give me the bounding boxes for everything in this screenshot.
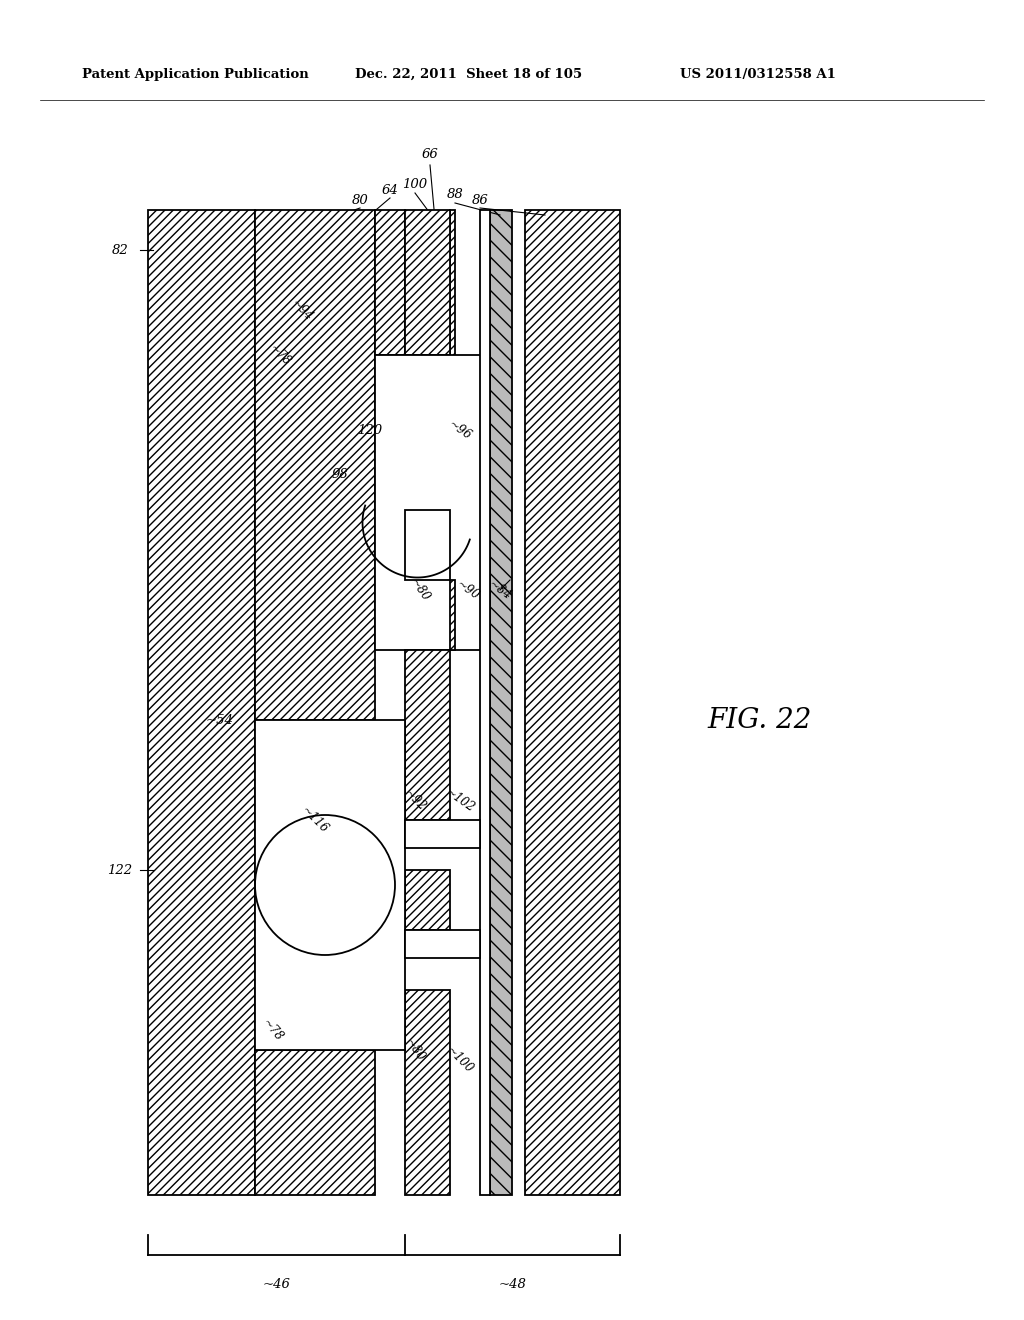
- Text: ~80: ~80: [402, 1036, 427, 1064]
- Bar: [406, 820, 480, 847]
- Bar: [525, 210, 620, 1195]
- Text: ~92: ~92: [401, 787, 428, 813]
- Text: 64: 64: [382, 183, 398, 197]
- Bar: [148, 210, 255, 1195]
- Text: 82: 82: [112, 243, 128, 256]
- Bar: [255, 210, 375, 719]
- Bar: [406, 510, 450, 579]
- Bar: [450, 210, 455, 510]
- Text: ~78: ~78: [259, 1016, 285, 1044]
- Bar: [406, 931, 480, 958]
- Text: ~78: ~78: [266, 342, 294, 368]
- Text: ~116: ~116: [299, 804, 331, 836]
- Text: 100: 100: [402, 178, 428, 191]
- Bar: [490, 210, 512, 1195]
- Text: ~46: ~46: [262, 1279, 291, 1291]
- Bar: [406, 649, 450, 820]
- Text: ~54: ~54: [206, 714, 233, 726]
- Bar: [406, 870, 450, 931]
- Text: ~80: ~80: [408, 576, 432, 605]
- Bar: [406, 990, 450, 1195]
- Bar: [375, 210, 406, 355]
- Bar: [406, 210, 450, 355]
- Text: 88: 88: [446, 189, 464, 202]
- Text: ~48: ~48: [499, 1279, 526, 1291]
- Text: 80: 80: [351, 194, 369, 206]
- Text: ~102: ~102: [443, 785, 477, 814]
- Bar: [375, 355, 490, 649]
- Text: Dec. 22, 2011  Sheet 18 of 105: Dec. 22, 2011 Sheet 18 of 105: [355, 69, 582, 81]
- Text: 66: 66: [422, 149, 438, 161]
- Text: 98: 98: [332, 469, 348, 482]
- Bar: [450, 579, 455, 649]
- Text: ~84: ~84: [486, 578, 514, 602]
- Text: ~94: ~94: [289, 297, 315, 323]
- Bar: [255, 719, 406, 1049]
- Text: ~100: ~100: [444, 1044, 476, 1076]
- Bar: [255, 1049, 375, 1195]
- Text: ~90: ~90: [454, 578, 482, 602]
- Text: 122: 122: [108, 863, 132, 876]
- Text: Patent Application Publication: Patent Application Publication: [82, 69, 309, 81]
- Text: 86: 86: [472, 194, 488, 206]
- Text: ~90: ~90: [454, 817, 482, 842]
- Text: US 2011/0312558 A1: US 2011/0312558 A1: [680, 69, 836, 81]
- Text: FIG. 22: FIG. 22: [708, 706, 812, 734]
- Text: ~96: ~96: [446, 417, 474, 442]
- Text: 120: 120: [357, 424, 383, 437]
- Bar: [480, 210, 490, 1195]
